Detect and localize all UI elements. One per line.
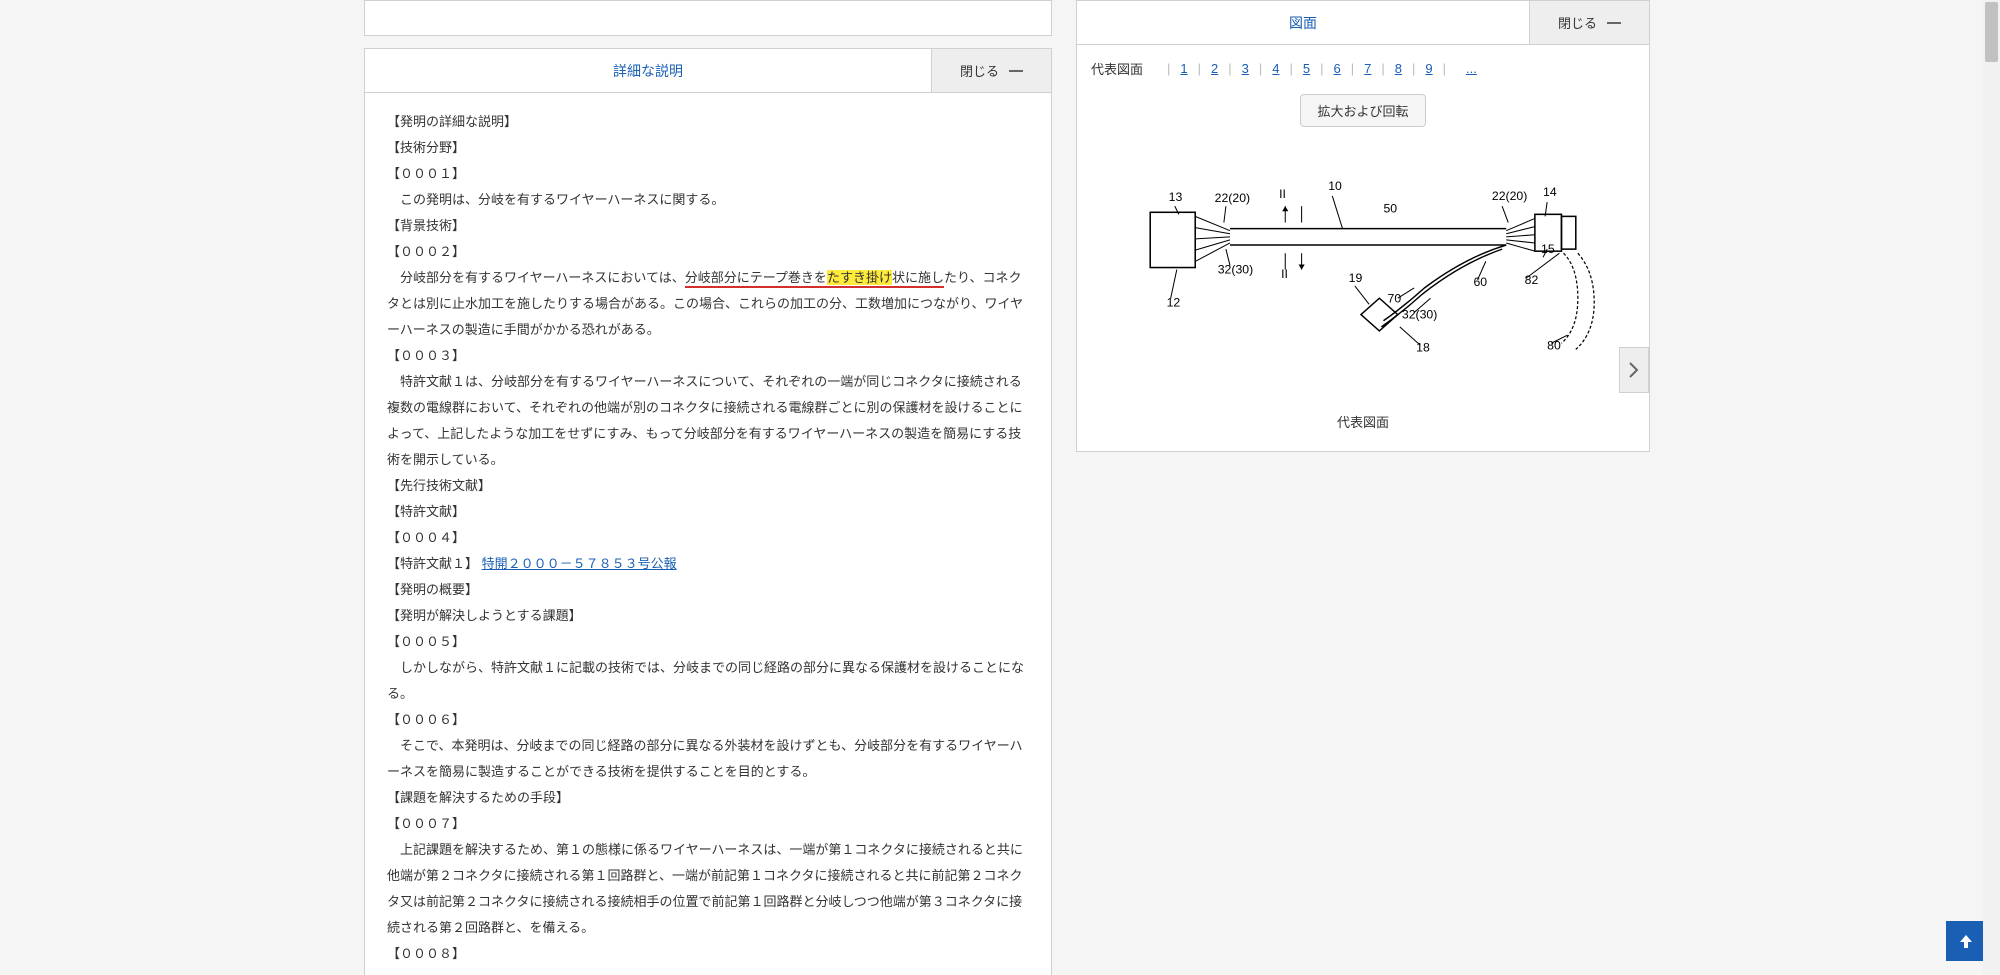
drawing-nav-link[interactable]: 1 — [1180, 61, 1187, 76]
drawings-panel: 図面 閉じる 代表図面 | 1 | 2 | 3 | 4 | 5 | 6 | 7 | 8 | 9 |... 拡大および… — [1076, 0, 1650, 452]
drawing-nav-link[interactable]: 7 — [1364, 61, 1371, 76]
description-paragraph: 【０００１】 — [387, 161, 1029, 187]
nav-separator: | — [1167, 61, 1170, 76]
nav-separator: | — [1351, 61, 1354, 76]
description-paragraph: 【０００６】 — [387, 707, 1029, 733]
svg-text:22(20): 22(20) — [1215, 191, 1250, 205]
nav-separator: | — [1290, 61, 1293, 76]
patent-reference-link[interactable]: 特開２０００－５７８５３号公報 — [482, 556, 677, 571]
description-paragraph: 【０００７】 — [387, 811, 1029, 837]
zoom-rotate-button[interactable]: 拡大および回転 — [1300, 94, 1425, 127]
drawing-nav: 代表図面 | 1 | 2 | 3 | 4 | 5 | 6 | 7 | 8 | 9 |... — [1077, 45, 1649, 88]
drawings-panel-title: 図面 — [1077, 1, 1529, 44]
arrow-up-icon — [1956, 931, 1976, 951]
patent-figure: 13 22(20) II 10 50 22(20) 14 32(30) II 12 19 32(30)… — [1097, 155, 1629, 390]
description-paragraph: しかしながら、特許文献１に記載の技術では、分岐までの同じ経路の部分に異なる保護材… — [387, 655, 1029, 707]
minimize-icon — [1607, 22, 1621, 24]
description-body: 【発明の詳細な説明】【技術分野】【０００１】 この発明は、分岐を有するワイヤーハ… — [365, 93, 1051, 975]
zoom-row: 拡大および回転 — [1077, 88, 1649, 141]
svg-text:82: 82 — [1525, 273, 1539, 287]
svg-text:II: II — [1279, 187, 1286, 201]
description-paragraph: 【０００４】 — [387, 525, 1029, 551]
description-paragraph: 【０００２】 — [387, 239, 1029, 265]
nav-separator: | — [1443, 61, 1446, 76]
svg-text:II: II — [1281, 267, 1288, 281]
figure-caption: 代表図面 — [1077, 400, 1649, 451]
drawing-nav-more[interactable]: ... — [1466, 61, 1477, 76]
patent-reference-line: 【特許文献１】 特開２０００－５７８５３号公報 — [387, 551, 1029, 577]
description-paragraph: 【課題を解決するための手段】 — [387, 785, 1029, 811]
description-close-button[interactable]: 閉じる — [931, 49, 1051, 92]
description-paragraph: 【特許文献】 — [387, 499, 1029, 525]
nav-separator: | — [1198, 61, 1201, 76]
svg-text:18: 18 — [1416, 340, 1430, 354]
close-label: 閉じる — [1558, 13, 1597, 32]
description-paragraph: 【発明の詳細な説明】 — [387, 109, 1029, 135]
description-panel-header: 詳細な説明 閉じる — [365, 49, 1051, 93]
description-paragraph: この発明は、分岐を有するワイヤーハーネスに関する。 — [387, 187, 1029, 213]
description-paragraph: 【０００８】 — [387, 941, 1029, 967]
description-panel: 詳細な説明 閉じる 【発明の詳細な説明】【技術分野】【０００１】 この発明は、分… — [364, 48, 1052, 975]
svg-text:12: 12 — [1167, 295, 1181, 309]
svg-text:14: 14 — [1543, 185, 1557, 199]
description-paragraph: 特許文献１は、分岐部分を有するワイヤーハーネスについて、それぞれの一端が同じコネ… — [387, 369, 1029, 473]
next-figure-button[interactable] — [1619, 347, 1649, 393]
svg-text:32(30): 32(30) — [1218, 263, 1253, 277]
description-panel-title: 詳細な説明 — [365, 49, 931, 92]
svg-text:13: 13 — [1169, 190, 1183, 204]
svg-text:15: 15 — [1541, 242, 1555, 256]
nav-separator: | — [1381, 61, 1384, 76]
drawing-nav-main-label: 代表図面 — [1091, 59, 1143, 78]
chevron-right-icon — [1629, 362, 1639, 378]
drawings-panel-header: 図面 閉じる — [1077, 1, 1649, 45]
blank-panel-top — [364, 0, 1052, 36]
drawings-close-button[interactable]: 閉じる — [1529, 1, 1649, 44]
svg-text:32(30): 32(30) — [1402, 308, 1437, 322]
drawing-nav-link[interactable]: 2 — [1211, 61, 1218, 76]
drawing-nav-link[interactable]: 6 — [1334, 61, 1341, 76]
drawing-nav-link[interactable]: 4 — [1272, 61, 1279, 76]
nav-separator: | — [1259, 61, 1262, 76]
vertical-scrollbar[interactable] — [1983, 0, 2000, 975]
description-paragraph: 上記課題を解決するため、第１の態様に係るワイヤーハーネスは、一端が第１コネクタに… — [387, 837, 1029, 941]
description-paragraph: 【先行技術文献】 — [387, 473, 1029, 499]
drawing-nav-link[interactable]: 3 — [1242, 61, 1249, 76]
nav-separator: | — [1228, 61, 1231, 76]
svg-text:70: 70 — [1388, 291, 1402, 305]
svg-text:10: 10 — [1328, 179, 1342, 193]
svg-text:22(20): 22(20) — [1492, 189, 1527, 203]
minimize-icon — [1009, 70, 1023, 72]
description-paragraph: 【発明が解決しようとする課題】 — [387, 603, 1029, 629]
drawing-nav-link[interactable]: 5 — [1303, 61, 1310, 76]
svg-text:60: 60 — [1473, 275, 1487, 289]
svg-text:80: 80 — [1547, 338, 1561, 352]
nav-separator: | — [1320, 61, 1323, 76]
description-paragraph: 【発明の概要】 — [387, 577, 1029, 603]
close-label: 閉じる — [960, 61, 999, 80]
svg-text:50: 50 — [1383, 201, 1397, 215]
description-paragraph: 【背景技術】 — [387, 213, 1029, 239]
svg-text:19: 19 — [1349, 271, 1363, 285]
red-underline-span: 分岐部分にテープ巻きをたすき掛け状に施し — [685, 270, 944, 288]
scroll-to-top-button[interactable] — [1946, 921, 1986, 961]
description-paragraph: 【０００３】 — [387, 343, 1029, 369]
drawing-nav-link[interactable]: 9 — [1425, 61, 1432, 76]
figure-box: 13 22(20) II 10 50 22(20) 14 32(30) II 12 19 32(30)… — [1097, 155, 1629, 390]
highlight-span: たすき掛け — [827, 270, 892, 285]
drawing-nav-link[interactable]: 8 — [1395, 61, 1402, 76]
description-paragraph-highlighted: 分岐部分を有するワイヤーハーネスにおいては、分岐部分にテープ巻きをたすき掛け状に… — [387, 265, 1029, 343]
description-paragraph: そこで、本発明は、分岐までの同じ経路の部分に異なる外装材を設けずとも、分岐部分を… — [387, 733, 1029, 785]
scrollbar-thumb[interactable] — [1985, 2, 1998, 62]
description-paragraph: 【０００５】 — [387, 629, 1029, 655]
description-paragraph: 【技術分野】 — [387, 135, 1029, 161]
nav-separator: | — [1412, 61, 1415, 76]
